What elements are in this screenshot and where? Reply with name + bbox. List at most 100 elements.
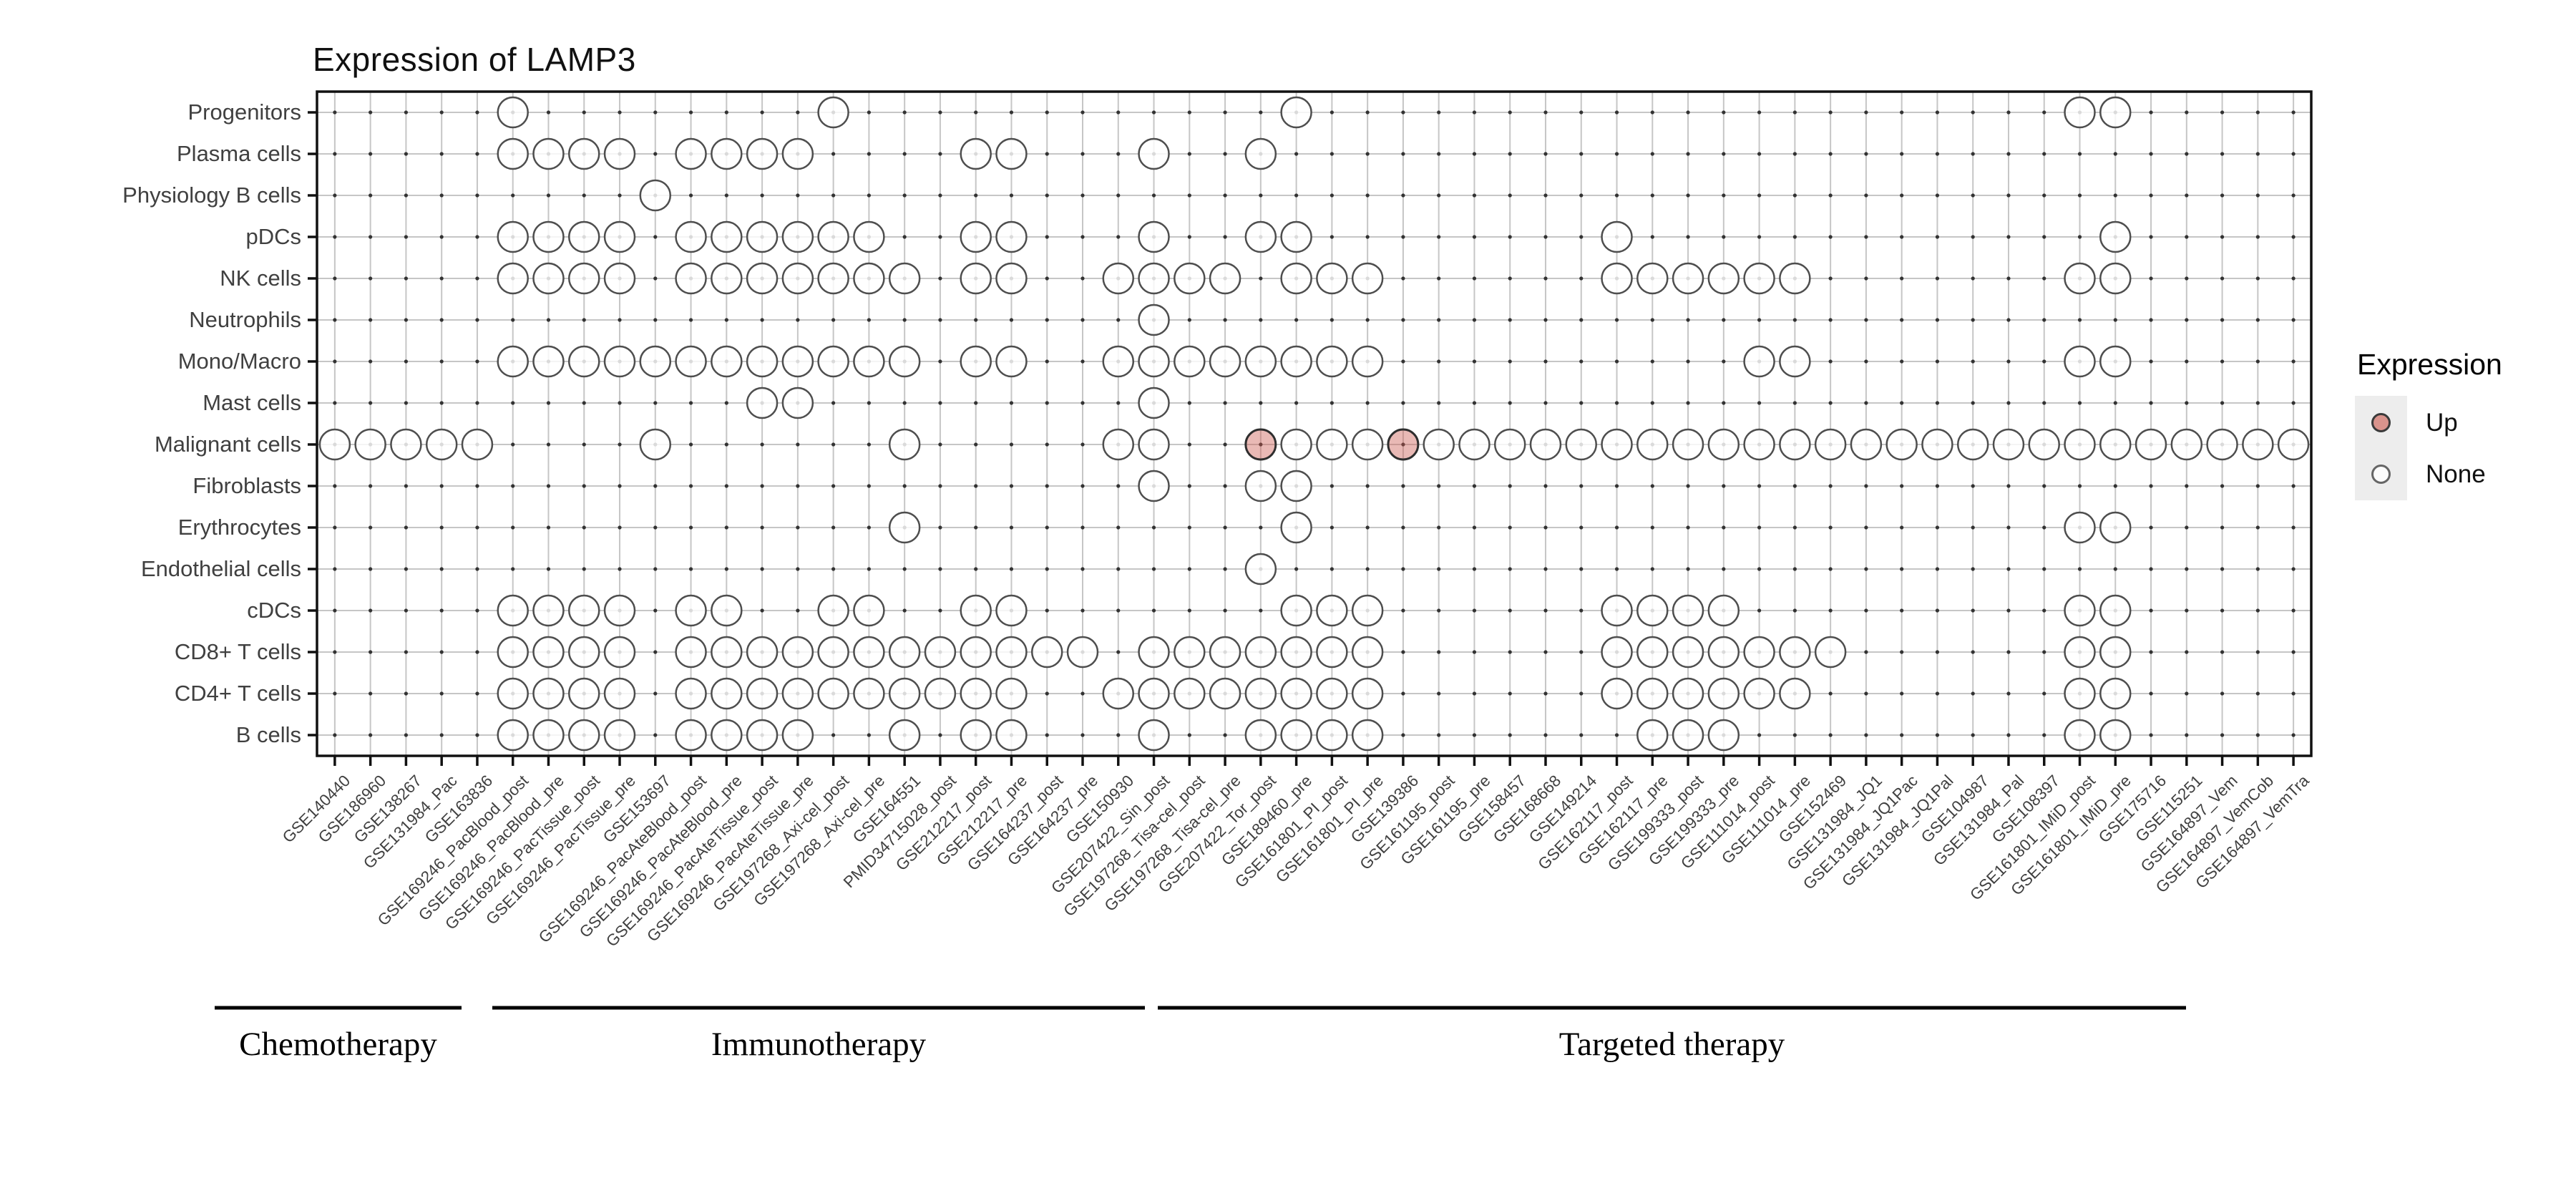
grid-intersection-dot xyxy=(1508,484,1512,488)
expression-dot-none xyxy=(675,262,707,295)
grid-intersection-dot xyxy=(404,401,409,405)
expression-dot-none xyxy=(711,137,743,170)
expression-dot-none xyxy=(995,677,1028,710)
expression-dot-none xyxy=(1743,636,1775,669)
expression-dot-none xyxy=(960,677,992,710)
grid-intersection-dot xyxy=(724,442,728,447)
grid-intersection-dot xyxy=(1508,152,1512,156)
grid-intersection-dot xyxy=(1437,359,1441,364)
expression-dot-none xyxy=(853,345,885,378)
grid-intersection-dot xyxy=(1187,193,1191,198)
grid-intersection-dot xyxy=(974,442,978,447)
grid-intersection-dot xyxy=(1864,691,1868,696)
grid-intersection-dot xyxy=(1864,359,1868,364)
grid-intersection-dot xyxy=(1686,193,1690,198)
grid-intersection-dot xyxy=(2149,401,2153,405)
expression-dot-none xyxy=(853,262,885,295)
expression-dot-none xyxy=(711,594,743,627)
grid-intersection-dot xyxy=(2077,318,2082,322)
expression-dot-none xyxy=(603,220,636,253)
expression-dot-none xyxy=(568,677,600,710)
expression-dot-none xyxy=(1601,220,1633,253)
grid-intersection-dot xyxy=(1579,650,1584,654)
grid-intersection-dot xyxy=(511,567,515,571)
expression-dot-none xyxy=(318,428,351,461)
grid-intersection-dot xyxy=(1437,608,1441,613)
grid-intersection-dot xyxy=(2077,567,2082,571)
grid-intersection-dot xyxy=(724,567,728,571)
grid-intersection-dot xyxy=(1116,152,1121,156)
grid-intersection-dot xyxy=(2006,608,2011,613)
expression-dot-none xyxy=(1316,677,1348,710)
expression-dot-none xyxy=(2028,428,2060,461)
grid-intersection-dot xyxy=(938,567,942,571)
grid-intersection-dot xyxy=(511,193,515,198)
expression-dot-none xyxy=(390,428,422,461)
grid-intersection-dot xyxy=(2255,401,2260,405)
grid-intersection-dot xyxy=(1401,484,1405,488)
grid-intersection-dot xyxy=(1080,152,1085,156)
expression-dot-none xyxy=(1850,428,1883,461)
expression-dot-none xyxy=(1138,345,1170,378)
grid-intersection-dot xyxy=(1330,401,1334,405)
grid-intersection-dot xyxy=(653,525,658,530)
grid-intersection-dot xyxy=(475,608,479,613)
grid-intersection-dot xyxy=(1579,152,1584,156)
grid-intersection-dot xyxy=(1330,235,1334,239)
grid-intersection-dot xyxy=(1757,401,1762,405)
grid-intersection-dot xyxy=(333,110,337,115)
grid-intersection-dot xyxy=(582,484,586,488)
grid-intersection-dot xyxy=(1009,110,1014,115)
grid-intersection-dot xyxy=(2291,484,2296,488)
grid-intersection-dot xyxy=(1828,691,1833,696)
expression-dot-none xyxy=(675,220,707,253)
grid-intersection-dot xyxy=(2220,401,2225,405)
grid-intersection-dot xyxy=(1259,318,1263,322)
grid-intersection-dot xyxy=(1650,193,1654,198)
grid-intersection-dot xyxy=(2255,152,2260,156)
expression-dot-none xyxy=(746,719,779,752)
grid-intersection-dot xyxy=(1116,401,1121,405)
grid-intersection-dot xyxy=(1223,484,1227,488)
expression-dot-none xyxy=(1280,719,1312,752)
expression-dot-none xyxy=(1244,345,1277,378)
grid-intersection-dot xyxy=(1722,193,1726,198)
grid-intersection-dot xyxy=(369,152,373,156)
grid-intersection-dot xyxy=(1971,110,1975,115)
expression-dot-none xyxy=(2099,220,2132,253)
grid-intersection-dot xyxy=(2291,276,2296,281)
grid-intersection-dot xyxy=(2006,401,2011,405)
expression-dot-none xyxy=(781,677,814,710)
expression-dot-none xyxy=(888,636,921,669)
grid-intersection-dot xyxy=(1472,608,1477,613)
expression-dot-none xyxy=(639,179,672,212)
grid-intersection-dot xyxy=(1722,318,1726,322)
grid-intersection-dot xyxy=(618,193,622,198)
expression-dot-none xyxy=(1174,345,1206,378)
grid-intersection-dot xyxy=(333,525,337,530)
grid-intersection-dot xyxy=(1864,110,1868,115)
grid-intersection-dot xyxy=(369,608,373,613)
grid-intersection-dot xyxy=(475,691,479,696)
grid-intersection-dot xyxy=(1614,401,1619,405)
expression-dot-none xyxy=(1280,677,1312,710)
grid-intersection-dot xyxy=(1900,691,1904,696)
grid-intersection-dot xyxy=(1722,484,1726,488)
grid-intersection-dot xyxy=(1935,567,1940,571)
grid-intersection-dot xyxy=(688,567,693,571)
grid-intersection-dot xyxy=(1935,401,1940,405)
grid-intersection-dot xyxy=(475,401,479,405)
y-axis-label: Erythrocytes xyxy=(177,515,301,540)
grid-intersection-dot xyxy=(1864,567,1868,571)
grid-intersection-dot xyxy=(1508,276,1512,281)
grid-intersection-dot xyxy=(1294,567,1299,571)
legend-none-dot-icon xyxy=(2371,465,2391,484)
grid-intersection-dot xyxy=(2042,359,2046,364)
grid-intersection-dot xyxy=(1330,567,1334,571)
grid-intersection-dot xyxy=(1686,152,1690,156)
grid-intersection-dot xyxy=(2291,318,2296,322)
grid-intersection-dot xyxy=(2042,152,2046,156)
grid-intersection-dot xyxy=(2185,318,2189,322)
grid-intersection-dot xyxy=(1757,567,1762,571)
grid-intersection-dot xyxy=(1579,484,1584,488)
